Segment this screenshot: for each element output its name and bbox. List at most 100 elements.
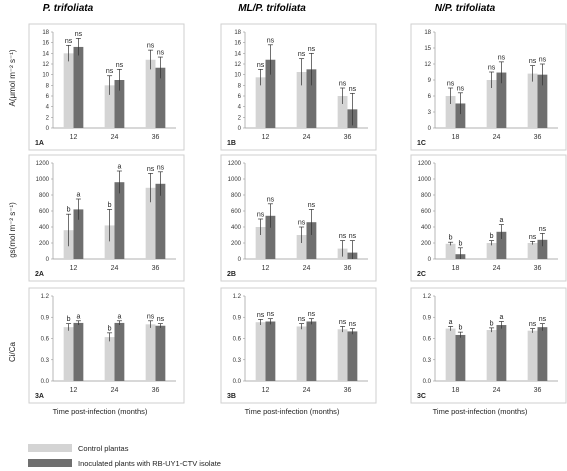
x-axis-labels: Time post-infection (months) Time post-i… (53, 407, 528, 416)
bar-1A-12-s1 (73, 46, 84, 128)
bar-2B-12-s0 (255, 227, 266, 259)
significance-label: ns (106, 68, 114, 75)
x-tick-label: 12 (70, 387, 78, 394)
y-tick-label: 4 (238, 105, 242, 111)
bar-2C-24-s1 (496, 231, 507, 259)
y-tick-label: 0.0 (41, 379, 50, 385)
y-tick-label: 1000 (36, 177, 50, 183)
panel-frame (410, 154, 567, 282)
y-tick-label: 0.3 (41, 358, 50, 364)
bar-2B-24-s1 (306, 222, 317, 259)
panel-label: 2C (417, 271, 426, 278)
significance-label: ns (267, 37, 275, 44)
panel-label: 3C (417, 393, 426, 400)
significance-label: ns (488, 65, 496, 72)
x-tick-label: 24 (303, 265, 311, 272)
y-tick-label: 10 (42, 73, 49, 79)
significance-label: ns (157, 316, 165, 323)
significance-label: a (499, 314, 503, 321)
y-tick-label: 0.6 (41, 337, 50, 343)
legend-label-inoculated: Inoculated plants with RB-UY1-CTV isolat… (78, 459, 221, 468)
significance-label: ns (349, 233, 357, 240)
y-tick-label: 10 (234, 73, 241, 79)
x-tick-label: 24 (493, 265, 501, 272)
y-tick-label: 200 (421, 241, 432, 247)
bar-2A-36-s0 (145, 187, 156, 259)
bar-2B-24-s0 (296, 235, 307, 259)
y-tick-label: 12 (234, 62, 241, 68)
significance-label: ns (298, 51, 306, 58)
bar-2A-12-s1 (73, 209, 84, 259)
x-tick-label: 12 (70, 265, 78, 272)
y-tick-label: 2 (238, 115, 242, 121)
x-tick-label: 24 (303, 134, 311, 141)
significance-label: ns (257, 312, 265, 319)
panel-label: 1A (35, 140, 44, 147)
y-label-row-3: Ci/Ca (8, 341, 17, 362)
significance-label: ns (349, 321, 357, 328)
bar-1A-36-s1 (155, 67, 166, 128)
panel-label: 2A (35, 271, 44, 278)
significance-label: ns (75, 31, 83, 38)
x-tick-label: 18 (452, 134, 460, 141)
column-titles: P. trifoliata ML/P. trifoliata N/P. trif… (43, 3, 496, 14)
bar-3C-36-s1 (537, 327, 548, 381)
y-tick-label: 0.6 (233, 337, 242, 343)
panel-label: 1C (417, 140, 426, 147)
x-tick-label: 36 (152, 265, 160, 272)
y-tick-label: 18 (424, 30, 431, 36)
bar-2C-36-s1 (537, 239, 548, 259)
x-label-col-1: Time post-infection (months) (53, 407, 148, 416)
y-tick-label: 1000 (228, 177, 242, 183)
significance-label: ns (308, 202, 316, 209)
x-tick-label: 24 (111, 387, 119, 394)
bar-1A-24-s0 (104, 85, 115, 128)
y-tick-label: 1.2 (423, 294, 432, 300)
y-tick-label: 8 (46, 83, 50, 89)
significance-label: a (117, 164, 121, 171)
bar-1C-24-s0 (486, 80, 497, 128)
significance-label: ns (339, 81, 347, 88)
y-tick-label: 1200 (228, 161, 242, 167)
significance-label: b (108, 202, 112, 209)
y-tick-label: 1.2 (41, 294, 50, 300)
significance-label: ns (349, 86, 357, 93)
y-label-row-1: A(μmol m⁻² s⁻¹) (8, 49, 17, 106)
significance-label: ns (65, 38, 73, 45)
x-tick-label: 18 (452, 265, 460, 272)
y-tick-label: 8 (238, 83, 242, 89)
y-tick-label: 600 (231, 209, 242, 215)
significance-label: ns (457, 85, 465, 92)
y-tick-label: 200 (231, 241, 242, 247)
x-tick-label: 36 (534, 387, 542, 394)
bar-1C-18-s1 (455, 103, 466, 128)
bar-3A-12-s1 (73, 322, 84, 381)
y-tick-label: 400 (421, 225, 432, 231)
bar-2C-36-s0 (527, 243, 538, 259)
x-tick-label: 12 (262, 134, 270, 141)
significance-label: b (490, 320, 494, 327)
y-tick-label: 4 (46, 105, 50, 111)
x-tick-label: 36 (534, 134, 542, 141)
bar-3C-18-s1 (455, 334, 466, 381)
significance-label: ns (539, 226, 547, 233)
y-tick-label: 9 (428, 78, 432, 84)
y-tick-label: 1200 (418, 161, 432, 167)
x-tick-label: 36 (152, 387, 160, 394)
x-tick-label: 12 (262, 265, 270, 272)
column-title-3: N/P. trifoliata (435, 3, 496, 14)
y-tick-label: 0.9 (423, 315, 432, 321)
bar-3C-24-s0 (486, 330, 497, 381)
bar-1B-24-s0 (296, 72, 307, 128)
x-tick-label: 12 (70, 134, 78, 141)
y-tick-label: 14 (234, 51, 241, 57)
x-label-col-3: Time post-infection (months) (433, 407, 528, 416)
y-tick-label: 1000 (418, 177, 432, 183)
y-tick-label: 15 (424, 46, 431, 52)
bar-1C-24-s1 (496, 72, 507, 128)
x-label-col-2: Time post-infection (months) (245, 407, 340, 416)
significance-label: ns (298, 316, 306, 323)
